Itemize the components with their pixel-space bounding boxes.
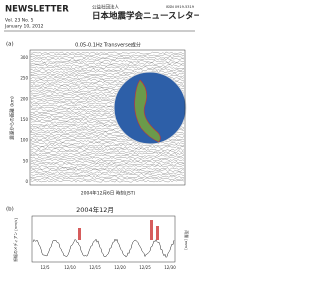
trace bbox=[30, 158, 185, 162]
y-tick-label: 100 bbox=[20, 138, 28, 143]
map-globe bbox=[113, 71, 187, 145]
trace bbox=[30, 64, 185, 67]
trace bbox=[30, 60, 185, 63]
trace bbox=[30, 163, 185, 166]
trace bbox=[30, 62, 185, 65]
trace bbox=[30, 171, 185, 174]
org: 公益社団法人 bbox=[92, 4, 119, 11]
trace bbox=[30, 167, 185, 170]
date: January 10, 2012 bbox=[4, 24, 44, 30]
trace bbox=[30, 142, 185, 145]
y-tick-label: 0 bbox=[25, 179, 28, 184]
trace bbox=[30, 148, 185, 151]
y-axis-label: 振幅のメディアン [nm/s] bbox=[13, 218, 18, 262]
trace bbox=[30, 175, 185, 179]
panel-frame bbox=[31, 215, 176, 263]
rain-spike bbox=[156, 226, 159, 240]
trace bbox=[30, 152, 185, 156]
panel-title: 0.05-0.1Hz Transverse成分 bbox=[75, 42, 141, 49]
x-axis-label: 2004年12月6日 時刻(JST) bbox=[81, 190, 136, 197]
trace bbox=[30, 160, 185, 164]
trace bbox=[30, 55, 185, 59]
y-tick-label: 150 bbox=[20, 117, 28, 122]
trace bbox=[30, 68, 185, 72]
trace bbox=[30, 58, 185, 61]
issn: ISSN 0919-5319 bbox=[166, 5, 194, 9]
panel-title: 2004年12月 bbox=[76, 205, 114, 214]
median-line bbox=[32, 238, 175, 258]
trace bbox=[30, 169, 185, 172]
y2-axis-label: 雨量 [mm] bbox=[184, 230, 189, 250]
volume: Vol. 23 No. 5 bbox=[5, 18, 34, 24]
x-tick-label: 12/5 bbox=[41, 265, 50, 270]
trace bbox=[30, 154, 185, 158]
trace bbox=[30, 144, 185, 147]
trace bbox=[30, 165, 185, 168]
trace bbox=[30, 51, 185, 55]
panel-label: (b) bbox=[6, 207, 14, 213]
x-tick-label: 12/30 bbox=[164, 265, 176, 270]
x-tick-label: 12/15 bbox=[89, 265, 101, 270]
map-land bbox=[134, 79, 161, 143]
rain-spike bbox=[150, 220, 153, 240]
trace bbox=[30, 173, 185, 177]
panel-label: (a) bbox=[6, 42, 14, 48]
y-tick-label: 50 bbox=[23, 158, 29, 163]
x-tick-label: 12/20 bbox=[114, 265, 126, 270]
trace bbox=[30, 156, 185, 160]
trace bbox=[30, 150, 185, 153]
trace bbox=[30, 177, 185, 181]
trace bbox=[30, 66, 185, 69]
trace bbox=[30, 70, 185, 74]
x-tick-label: 12/25 bbox=[139, 265, 151, 270]
y-tick-label: 300 bbox=[20, 55, 28, 60]
x-tick-label: 12/10 bbox=[64, 265, 76, 270]
y-tick-label: 250 bbox=[20, 76, 28, 81]
series-name: NEWSLETTER bbox=[5, 5, 69, 15]
page: NEWSLETTER Vol. 23 No. 5 January 10, 201… bbox=[4, 3, 199, 270]
newsletter-title: 日本地震学会ニュースレター bbox=[92, 11, 199, 22]
panel-frame bbox=[29, 49, 186, 186]
newsletter-cover: NEWSLETTER Vol. 23 No. 5 January 10, 201… bbox=[4, 3, 199, 270]
y-axis-label: 震源からの距離 (km) bbox=[9, 96, 16, 140]
rain-spike bbox=[78, 228, 81, 240]
time-series bbox=[32, 220, 175, 258]
trace bbox=[30, 146, 185, 149]
trace bbox=[30, 179, 185, 183]
y-tick-label: 200 bbox=[20, 96, 28, 101]
trace bbox=[30, 53, 185, 57]
